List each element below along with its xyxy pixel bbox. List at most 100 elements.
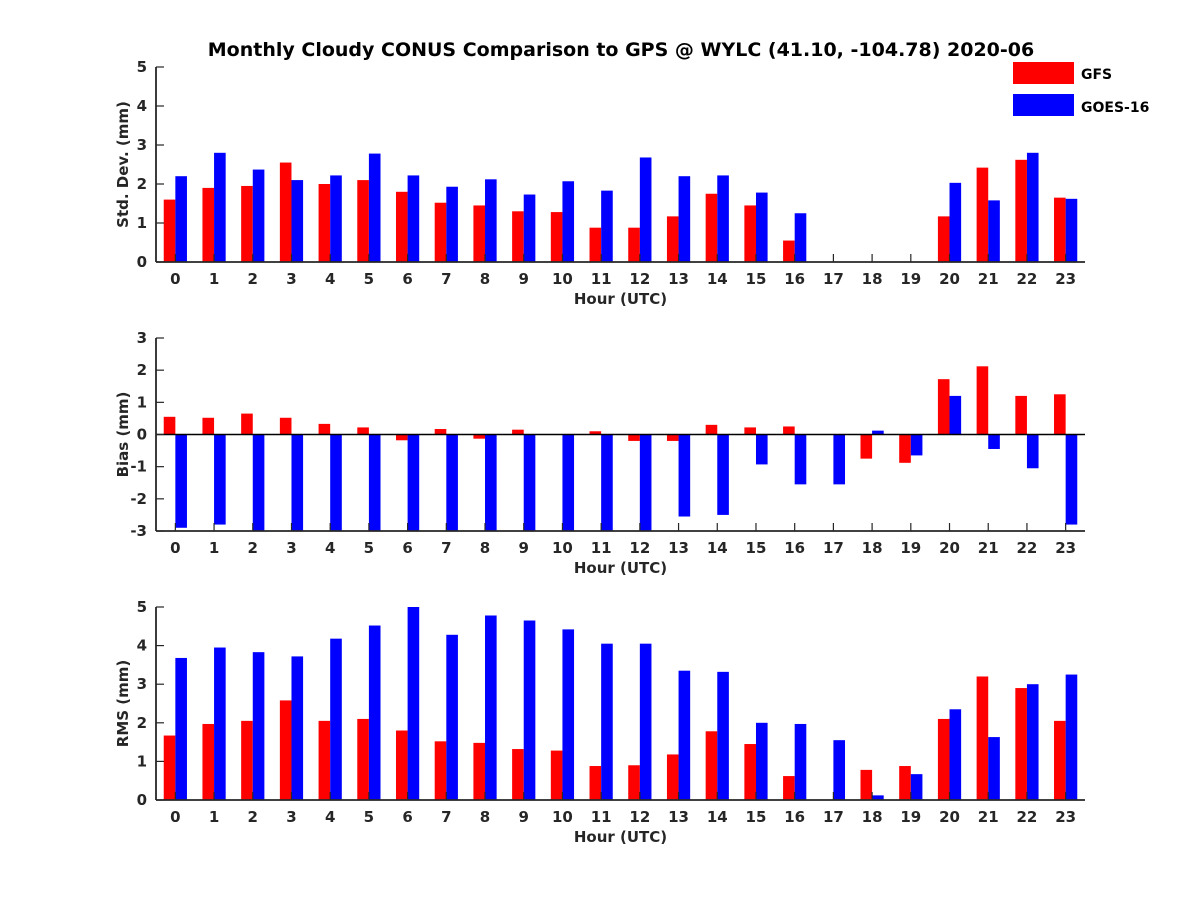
bar-goes16-hour-14 (717, 671, 729, 800)
x-axis-label: Hour (UTC) (574, 559, 667, 577)
x-tick-label: 6 (402, 808, 412, 826)
bar-gfs-hour-9 (512, 429, 524, 435)
bar-gfs-hour-8 (473, 742, 486, 800)
x-tick-label: 1 (209, 808, 219, 826)
bar-goes16-hour-5 (368, 434, 381, 531)
bar-goes16-hour-3 (291, 434, 304, 531)
bar-goes16-hour-13 (678, 434, 691, 517)
x-tick-label: 1 (209, 270, 219, 288)
bar-goes16-hour-16 (794, 434, 807, 485)
bar-goes16-hour-2 (252, 169, 265, 262)
bar-goes16-hour-0 (175, 176, 187, 262)
x-tick-label: 10 (552, 808, 573, 826)
bar-gfs-hour-21 (976, 676, 989, 800)
bar-goes16-hour-19 (910, 774, 923, 800)
bar-gfs-hour-22 (1015, 159, 1027, 262)
bar-goes16-hour-4 (330, 175, 342, 262)
bar-gfs-hour-1 (202, 187, 215, 262)
bar-goes16-hour-15 (755, 192, 768, 262)
x-tick-label: 7 (441, 808, 451, 826)
bar-gfs-hour-21 (976, 366, 989, 435)
x-tick-label: 19 (900, 539, 921, 557)
bar-goes16-hour-5 (368, 625, 381, 800)
x-tick-label: 7 (441, 539, 451, 557)
legend-label-gfs: GFS (1081, 67, 1112, 83)
bar-goes16-hour-13 (678, 176, 691, 262)
bar-goes16-hour-11 (601, 434, 613, 531)
x-tick-label: 9 (519, 539, 529, 557)
x-tick-label: 4 (325, 808, 335, 826)
bar-gfs-hour-15 (744, 427, 756, 435)
x-tick-label: 12 (629, 539, 650, 557)
bar-gfs-hour-0 (163, 416, 176, 435)
x-tick-label: 23 (1055, 808, 1076, 826)
bar-goes16-hour-1 (214, 434, 226, 525)
bar-goes16-hour-21 (988, 737, 1000, 800)
bar-gfs-hour-20 (937, 379, 950, 435)
x-tick-label: 0 (170, 539, 180, 557)
x-tick-label: 18 (862, 270, 883, 288)
bar-goes16-hour-17 (833, 740, 846, 800)
x-tick-label: 11 (591, 270, 612, 288)
bar-gfs-hour-1 (202, 723, 215, 800)
bar-gfs-hour-14 (705, 193, 718, 262)
panel-2: 0 1 2 3 4 5 6 7 8 9 10 11 12 13 14 15 16 17 18 19 20 21 22 23-3… (114, 329, 1085, 577)
bar-goes16-hour-17 (833, 434, 846, 485)
bar-gfs-hour-16 (783, 426, 795, 435)
bar-gfs-hour-4 (318, 184, 331, 262)
x-tick-label: 13 (668, 539, 689, 557)
y-tick-label: -3 (130, 522, 147, 540)
x-tick-label: 17 (823, 808, 844, 826)
bar-goes16-hour-8 (485, 434, 497, 531)
x-tick-label: 1 (209, 539, 219, 557)
bar-goes16-hour-4 (330, 434, 342, 531)
x-tick-label: 3 (286, 270, 296, 288)
bar-goes16-hour-8 (485, 615, 497, 800)
x-tick-label: 16 (784, 808, 805, 826)
x-tick-label: 10 (552, 270, 573, 288)
bar-goes16-hour-10 (562, 434, 575, 531)
bar-gfs-hour-14 (705, 424, 718, 435)
x-tick-label: 14 (707, 270, 728, 288)
bar-goes16-hour-14 (717, 175, 729, 262)
y-axis-label: Std. Dev. (mm) (114, 101, 132, 228)
x-tick-label: 11 (591, 808, 612, 826)
bar-goes16-hour-7 (446, 434, 458, 531)
x-tick-label: 5 (364, 539, 374, 557)
bar-gfs-hour-3 (279, 162, 292, 262)
x-axis-label: Hour (UTC) (574, 290, 667, 308)
y-tick-label: 3 (137, 329, 147, 347)
bar-goes16-hour-1 (214, 152, 226, 262)
bar-gfs-hour-3 (279, 700, 292, 800)
x-tick-label: 20 (939, 808, 960, 826)
bar-gfs-hour-5 (357, 427, 369, 435)
bar-gfs-hour-0 (163, 735, 176, 800)
bar-goes16-hour-21 (988, 434, 1000, 449)
x-tick-label: 3 (286, 808, 296, 826)
bar-goes16-hour-12 (639, 157, 652, 262)
bar-gfs-hour-19 (899, 766, 911, 800)
x-tick-label: 19 (900, 270, 921, 288)
bar-goes16-hour-12 (639, 434, 652, 531)
bar-gfs-hour-13 (666, 754, 679, 800)
x-tick-label: 5 (364, 808, 374, 826)
bar-goes16-hour-14 (717, 434, 729, 515)
bar-gfs-hour-2 (241, 185, 253, 262)
x-tick-label: 8 (480, 270, 490, 288)
y-tick-label: 1 (137, 214, 147, 232)
bar-gfs-hour-23 (1054, 720, 1066, 800)
y-tick-label: 5 (137, 58, 147, 76)
panel-3: 0 1 2 3 4 5 6 7 8 9 10 11 12 13 14 15 16 17 18 19 20 21 22 2301… (114, 598, 1085, 846)
bar-gfs-hour-9 (512, 211, 524, 262)
bar-goes16-hour-18 (872, 795, 884, 800)
y-tick-label: 1 (137, 393, 147, 411)
x-tick-label: 21 (978, 270, 999, 288)
bar-gfs-hour-1 (202, 417, 215, 435)
x-tick-label: 4 (325, 270, 335, 288)
bar-gfs-hour-9 (512, 749, 524, 800)
x-tick-label: 21 (978, 808, 999, 826)
x-tick-label: 21 (978, 539, 999, 557)
x-tick-label: 18 (862, 539, 883, 557)
x-tick-label: 22 (1017, 270, 1038, 288)
bar-gfs-hour-11 (589, 431, 602, 435)
